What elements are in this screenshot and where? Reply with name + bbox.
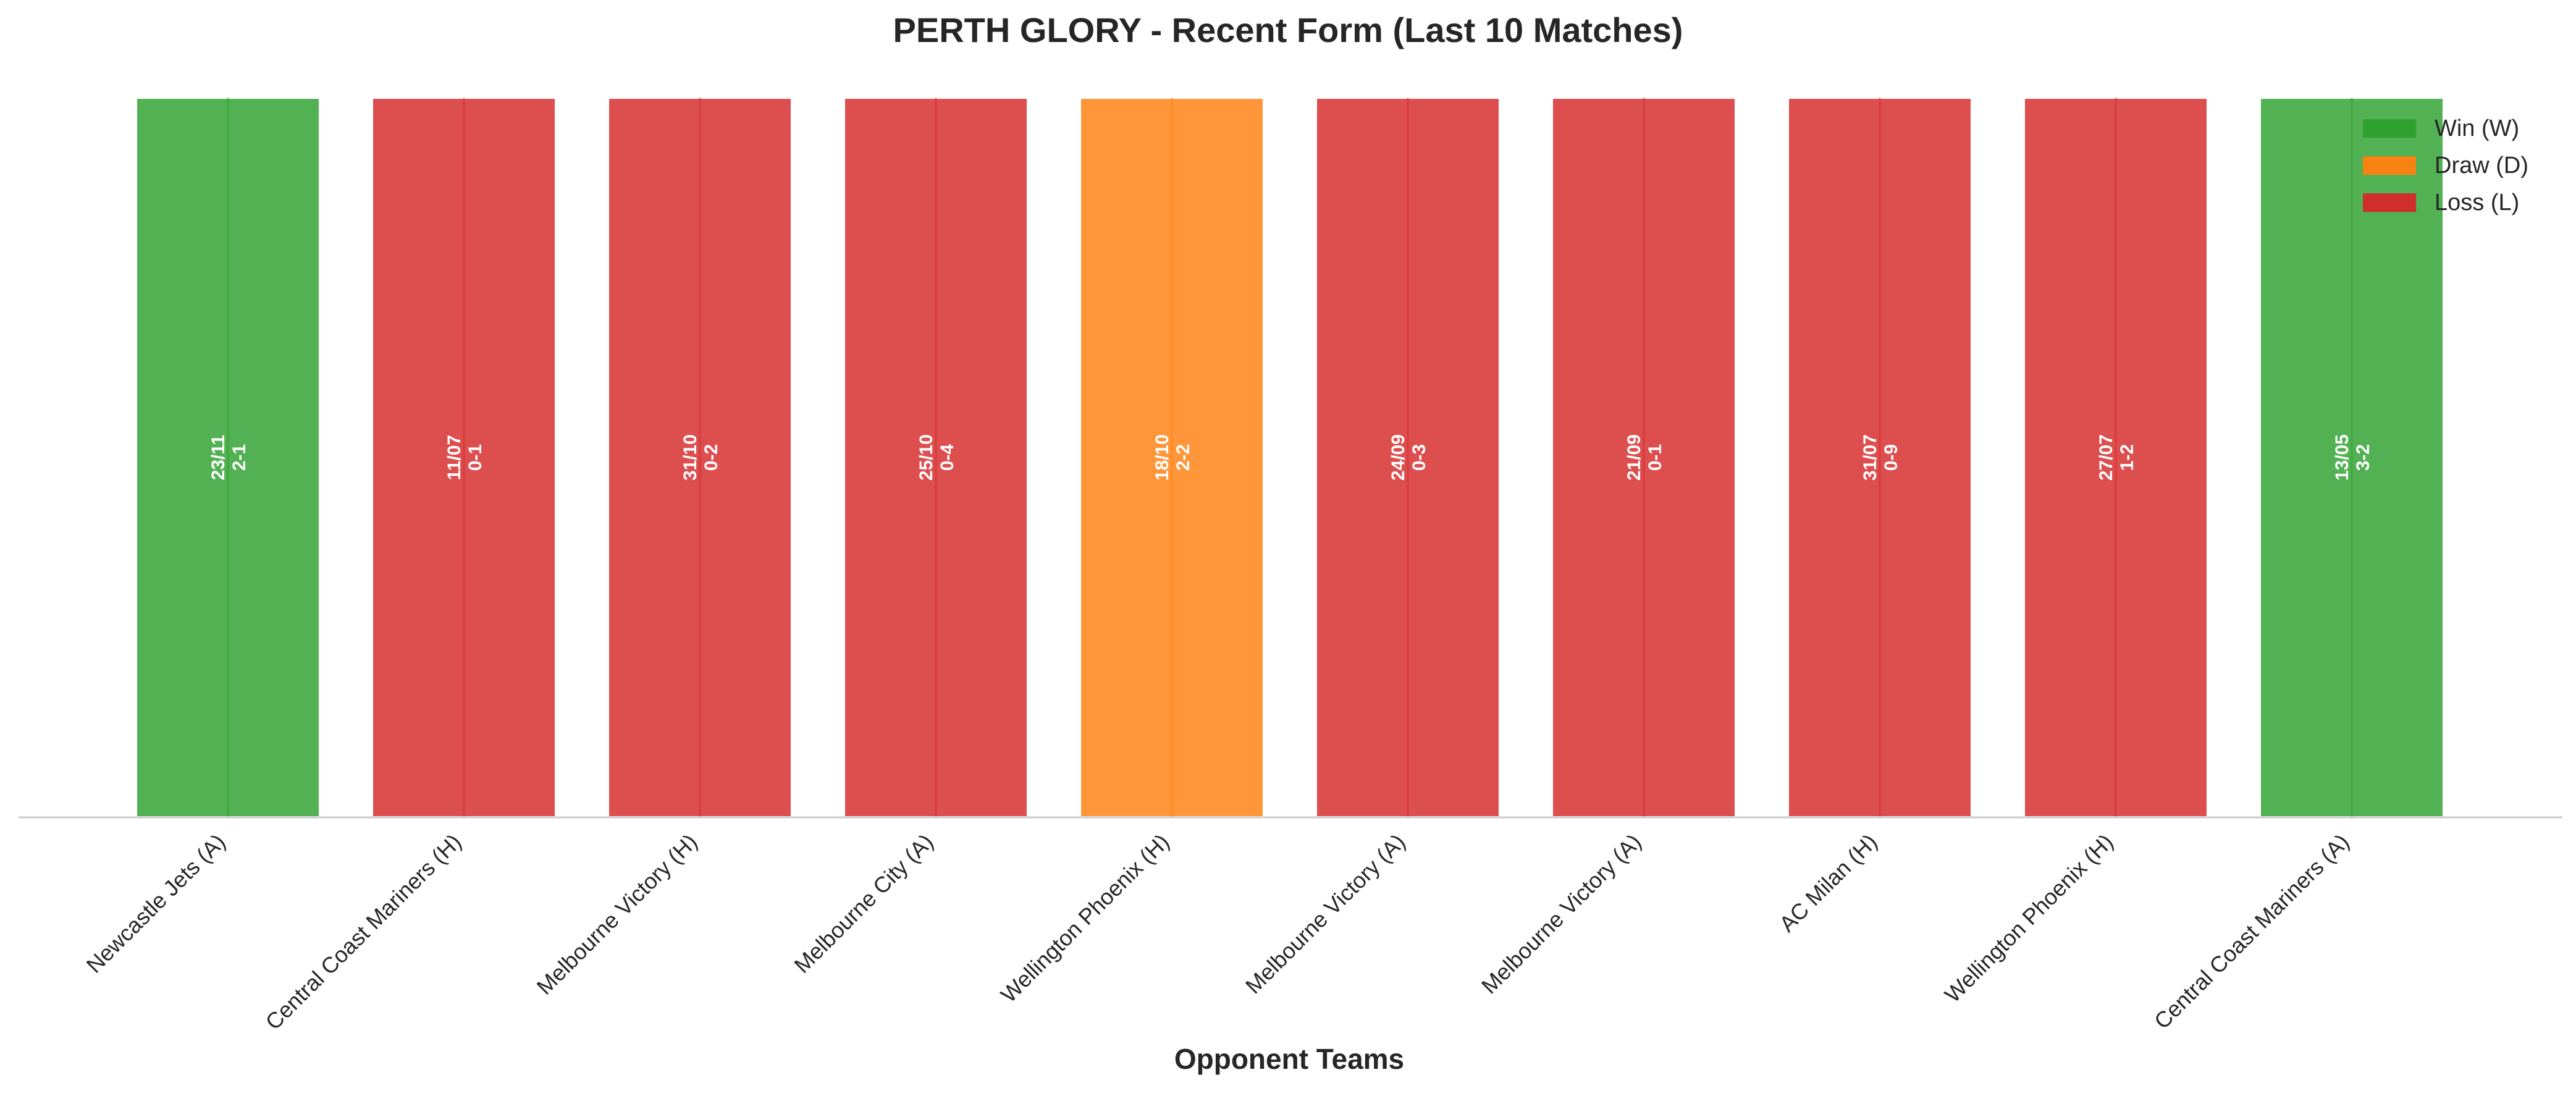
bar-label: 27/071-2 — [2096, 434, 2137, 481]
bar-label-date: 27/07 — [2096, 434, 2116, 481]
legend-label: Draw (D) — [2435, 153, 2528, 179]
x-tick-label: Melbourne Victory (H) — [532, 829, 702, 1000]
bar-label: 13/053-2 — [2332, 434, 2373, 481]
bar-label: 23/112-1 — [208, 435, 250, 480]
bar-label-date: 21/09 — [1624, 434, 1644, 481]
bar-label-score: 2-1 — [229, 444, 250, 471]
bar-label: 25/100-4 — [916, 434, 958, 481]
x-tick-labels: Newcastle Jets (A) Central Coast Mariners… — [81, 829, 2354, 1035]
bar-label-date: 25/10 — [916, 434, 937, 481]
legend: Win (W) Draw (D) Loss (L) — [2363, 116, 2528, 216]
x-axis-label: Opponent Teams — [1174, 1043, 1404, 1075]
bar-label-date: 13/05 — [2332, 434, 2352, 481]
bar-label-score: 0-2 — [701, 444, 722, 471]
x-tick-label: Melbourne Victory (A) — [1476, 829, 1646, 999]
x-tick-label: Central Coast Mariners (H) — [261, 829, 466, 1035]
x-tick-label: AC Milan (H) — [1774, 829, 1882, 937]
legend-swatch — [2363, 156, 2416, 175]
bar-label-date: 23/11 — [208, 435, 229, 480]
x-tick-label: Central Coast Mariners (A) — [2149, 829, 2354, 1034]
bar-label: 21/090-1 — [1624, 434, 1665, 481]
x-tick-label: Wellington Phoenix (H) — [996, 829, 1174, 1008]
bar-label: 18/102-2 — [1152, 434, 1193, 481]
bar-label-score: 2-2 — [1173, 444, 1193, 471]
bar-label-score: 1-2 — [2117, 444, 2137, 471]
bar-label-date: 18/10 — [1152, 434, 1172, 481]
bar-label-score: 0-9 — [1881, 444, 1901, 471]
bar-label-score: 0-3 — [1409, 444, 1429, 471]
legend-label: Loss (L) — [2435, 190, 2519, 216]
bar-label-score: 0-1 — [1645, 444, 1665, 471]
bar-label-score: 0-4 — [937, 444, 958, 471]
bar-label-date: 31/10 — [680, 434, 701, 481]
chart-title: PERTH GLORY - Recent Form (Last 10 Match… — [893, 11, 1683, 49]
x-tick-label: Melbourne City (A) — [789, 829, 938, 978]
x-tick-label: Newcastle Jets (A) — [81, 829, 230, 978]
bar-label: 11/070-1 — [444, 435, 486, 480]
bar-label-score: 3-2 — [2353, 444, 2373, 471]
bar-label-date: 24/09 — [1388, 434, 1408, 481]
bar-label-date: 31/07 — [1860, 434, 1880, 481]
bar-label: 24/090-3 — [1388, 434, 1429, 481]
bar-label-date: 11/07 — [444, 435, 465, 480]
x-tick-label: Wellington Phoenix (H) — [1940, 829, 2118, 1008]
legend-label: Win (W) — [2435, 116, 2519, 141]
bar-label: 31/100-2 — [680, 434, 722, 481]
bar-label-score: 0-1 — [465, 444, 486, 471]
bar-label: 31/070-9 — [1860, 434, 1901, 481]
x-tick-label: Melbourne Victory (A) — [1240, 829, 1410, 999]
legend-swatch — [2363, 119, 2416, 138]
bars-layer: 23/112-1 11/070-1 31/100-2 25/100-4 18/102-2… — [135, 96, 2445, 819]
legend-swatch — [2363, 193, 2416, 212]
